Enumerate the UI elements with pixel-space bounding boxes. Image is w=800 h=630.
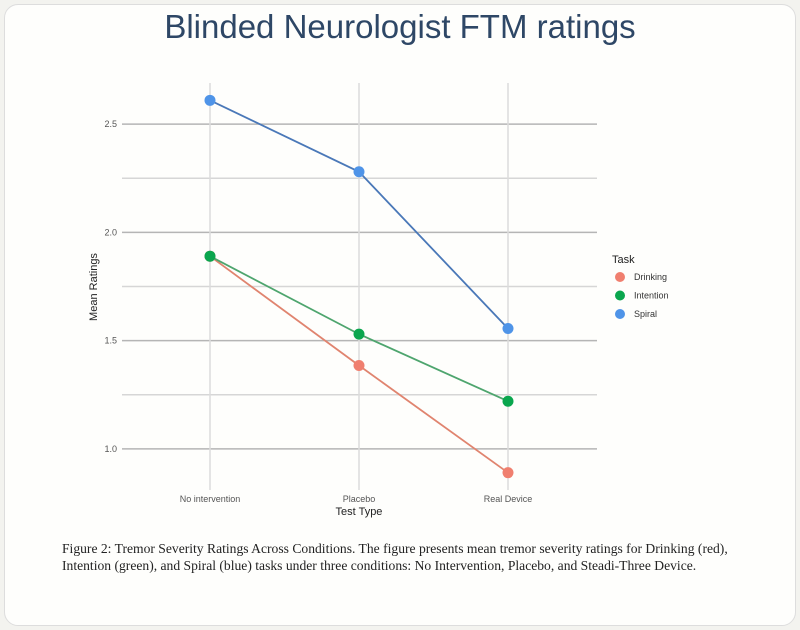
chart-title: Blinded Neurologist FTM ratings xyxy=(164,8,636,45)
data-point-drinking xyxy=(353,360,365,372)
y-axis-label: Mean Ratings xyxy=(88,253,100,321)
y-tick-label: 2.0 xyxy=(104,227,117,237)
legend-label: Spiral xyxy=(634,309,657,319)
x-tick-label: No intervention xyxy=(180,494,241,504)
y-tick-label: 1.0 xyxy=(104,444,117,454)
legend-label: Drinking xyxy=(634,272,667,282)
y-tick-label: 2.5 xyxy=(104,119,117,129)
legend-title: Task xyxy=(612,254,635,266)
figure-caption: Figure 2: Tremor Severity Ratings Across… xyxy=(62,541,728,573)
data-point-spiral xyxy=(204,94,216,106)
legend-marker-intention xyxy=(615,290,625,301)
x-tick-label: Real Device xyxy=(484,494,533,504)
y-tick-label: 1.5 xyxy=(104,336,117,346)
legend-marker-drinking xyxy=(615,272,625,282)
data-point-intention xyxy=(353,328,365,340)
data-point-spiral xyxy=(502,322,514,334)
data-point-intention xyxy=(502,395,514,407)
x-tick-label: Placebo xyxy=(343,494,376,504)
data-point-intention xyxy=(204,250,216,262)
data-point-drinking xyxy=(502,467,514,479)
figure-card xyxy=(4,4,796,626)
legend-label: Intention xyxy=(634,291,669,301)
data-point-spiral xyxy=(353,166,365,178)
x-axis-label: Test Type xyxy=(336,506,383,518)
legend-marker-spiral xyxy=(615,309,625,319)
